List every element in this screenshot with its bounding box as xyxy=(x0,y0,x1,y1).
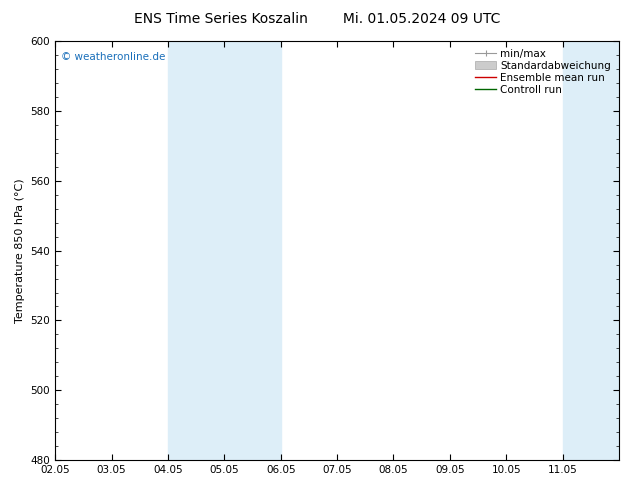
Text: © weatheronline.de: © weatheronline.de xyxy=(61,51,165,62)
Text: ENS Time Series Koszalin        Mi. 01.05.2024 09 UTC: ENS Time Series Koszalin Mi. 01.05.2024 … xyxy=(134,12,500,26)
Bar xyxy=(168,41,281,460)
Legend: min/max, Standardabweichung, Ensemble mean run, Controll run: min/max, Standardabweichung, Ensemble me… xyxy=(474,47,613,97)
Bar xyxy=(562,41,619,460)
Y-axis label: Temperature 850 hPa (°C): Temperature 850 hPa (°C) xyxy=(15,178,25,323)
